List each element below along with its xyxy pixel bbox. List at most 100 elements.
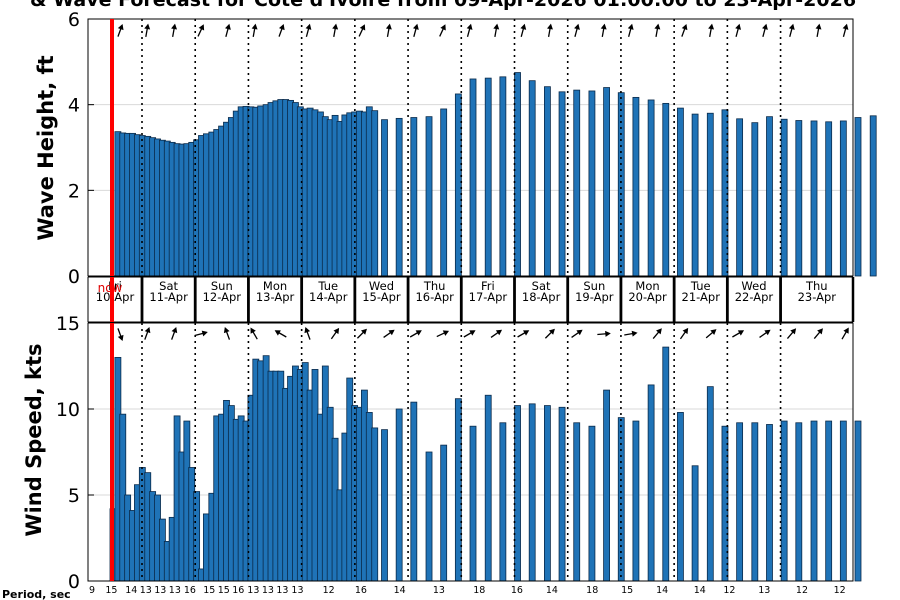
wind-bar: [751, 422, 759, 582]
day-date: 17-Apr: [469, 290, 508, 304]
wind-direction-arrow: [786, 328, 797, 340]
period-value: 18: [473, 585, 485, 596]
wave-direction-arrow: [547, 23, 553, 38]
wave-direction-arrow: [117, 23, 124, 37]
wind-bar: [780, 420, 788, 582]
wave-direction-arrow: [600, 23, 607, 38]
wave-bar: [691, 113, 699, 277]
period-value: 12: [723, 585, 735, 596]
wave-arrow-head: [251, 23, 258, 30]
wind-bar: [736, 422, 744, 582]
wave-bar: [839, 120, 847, 277]
wave-bar: [662, 102, 670, 277]
wave-arrow-head: [762, 23, 768, 30]
period-value: 12: [834, 585, 846, 596]
period-value: 15: [218, 585, 230, 596]
wave-arrow-head: [171, 23, 178, 30]
wind-arrow-head: [442, 330, 450, 336]
wind-bar: [617, 417, 625, 582]
day-date: 15-Apr: [362, 290, 401, 304]
wave-direction-arrow: [144, 23, 151, 38]
day-name: Fri: [481, 279, 495, 293]
period-value: 9: [89, 585, 95, 596]
wave-direction-arrow: [708, 23, 715, 38]
wave-bar: [766, 116, 773, 277]
wave-arrow-head: [574, 23, 580, 30]
period-value: 14: [694, 585, 706, 596]
wind-arrow-head: [817, 328, 823, 335]
wave-bar: [751, 122, 759, 277]
wave-arrow-head: [412, 23, 419, 30]
day-date: 22-Apr: [735, 290, 774, 304]
wave-bar: [371, 110, 379, 277]
wind-direction-arrow: [732, 330, 745, 338]
wind-direction-arrow: [679, 327, 689, 340]
wind-arrow-head: [523, 330, 530, 336]
wave-bar: [795, 120, 803, 277]
wave-y-tick-label: 4: [68, 95, 80, 117]
wind-direction-arrow: [813, 328, 823, 340]
wave-direction-arrow: [762, 23, 768, 37]
wave-arrow-head: [547, 23, 553, 30]
wave-bar: [647, 99, 655, 277]
period-value: 16: [232, 585, 244, 596]
wave-bar: [395, 117, 403, 277]
wind-bar: [647, 384, 655, 582]
wind-bar: [395, 408, 403, 582]
wave-bar: [425, 116, 433, 277]
wave-arrow-head: [681, 23, 688, 31]
period-value: 15: [621, 585, 633, 596]
wind-direction-arrow: [409, 330, 422, 338]
wave-arrow-head: [305, 23, 312, 30]
wave-arrow-head: [735, 23, 742, 30]
day-labels-strip: Fri10-AprSat11-AprSun12-AprMon13-AprTue1…: [87, 276, 855, 323]
wave-direction-arrow: [358, 24, 366, 37]
wind-bar: [484, 394, 492, 582]
wind-y-tick-label: 0: [68, 571, 80, 593]
period-value: 15: [105, 585, 117, 596]
wave-y-axis-label: Wave Height, ft: [34, 55, 58, 240]
day-name: Sat: [159, 279, 178, 293]
wind-arrow-head: [843, 327, 849, 334]
wind-arrow-head: [656, 328, 662, 335]
wind-arrow-head: [388, 329, 395, 336]
wave-bar: [677, 107, 684, 277]
day-name: Tue: [317, 279, 338, 293]
day-name: Mon: [263, 279, 287, 293]
day-name: Mon: [635, 279, 659, 293]
wind-direction-arrow: [544, 328, 555, 339]
wind-arrow-head: [333, 327, 340, 335]
wave-direction-arrow: [654, 23, 661, 38]
wave-arrow-head: [627, 23, 634, 30]
wind-bar: [371, 427, 379, 582]
wave-direction-arrow: [412, 23, 419, 37]
wind-arrow-head: [764, 329, 771, 336]
period-value: 13: [758, 585, 770, 596]
wind-arrow-head: [415, 330, 422, 336]
day-date: 16-Apr: [415, 290, 454, 304]
wind-arrow-head: [304, 326, 311, 334]
wave-arrow-head: [359, 24, 366, 31]
wave-bar: [854, 117, 862, 277]
day-date: 10-Apr: [96, 290, 135, 304]
day-date: 11-Apr: [149, 290, 188, 304]
wind-arrow-head: [737, 330, 745, 336]
wind-bar: [381, 429, 388, 582]
wave-bar: [558, 91, 566, 277]
wind-arrow-head: [631, 330, 638, 337]
wave-bar: [825, 121, 833, 277]
wave-direction-arrow: [493, 23, 500, 38]
wave-arrow-head: [117, 23, 124, 31]
wind-direction-arrow: [356, 328, 367, 339]
wave-arrow-head: [600, 23, 607, 30]
wave-bar: [499, 76, 507, 277]
period-value: 14: [656, 585, 668, 596]
wind-bar: [632, 420, 640, 582]
period-value: 13: [169, 585, 181, 596]
day-date: 23-Apr: [798, 290, 837, 304]
wave-bar: [810, 120, 818, 277]
day-name: Sun: [583, 279, 605, 293]
wave-bar: [869, 115, 877, 277]
day-name: Wed: [369, 279, 394, 293]
